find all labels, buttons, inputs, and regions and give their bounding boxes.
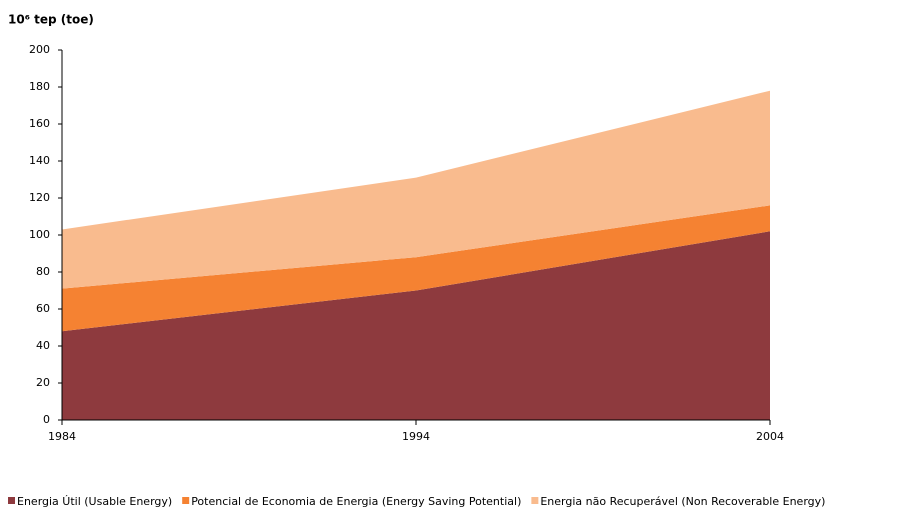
chart-title: 10⁶ tep (toe)	[8, 13, 94, 27]
legend-label: Energia não Recuperável (Non Recoverable…	[540, 495, 825, 508]
y-tick-label: 200	[29, 43, 50, 56]
y-tick-label: 0	[43, 413, 50, 426]
legend-swatch	[8, 497, 15, 504]
legend-swatch	[531, 497, 539, 504]
y-tick-label: 60	[36, 302, 50, 315]
y-tick-label: 40	[36, 339, 50, 352]
y-tick-label: 140	[29, 154, 50, 167]
legend-label: Potencial de Economia de Energia (Energy…	[191, 495, 521, 508]
y-tick-label: 80	[36, 265, 50, 278]
area	[62, 231, 770, 420]
x-tick-label: 2004	[756, 430, 784, 443]
y-tick-label: 120	[29, 191, 50, 204]
area	[62, 205, 770, 332]
y-tick-label: 100	[29, 228, 50, 241]
y-tick-label: 20	[36, 376, 50, 389]
x-tick-label: 1984	[48, 430, 76, 443]
y-tick-label: 180	[29, 80, 50, 93]
legend-swatch	[182, 497, 190, 504]
x-tick-label: 1994	[402, 430, 430, 443]
legend-label: Energia Útil (Usable Energy)	[17, 495, 172, 508]
y-tick-label: 160	[29, 117, 50, 130]
area	[62, 90, 770, 289]
